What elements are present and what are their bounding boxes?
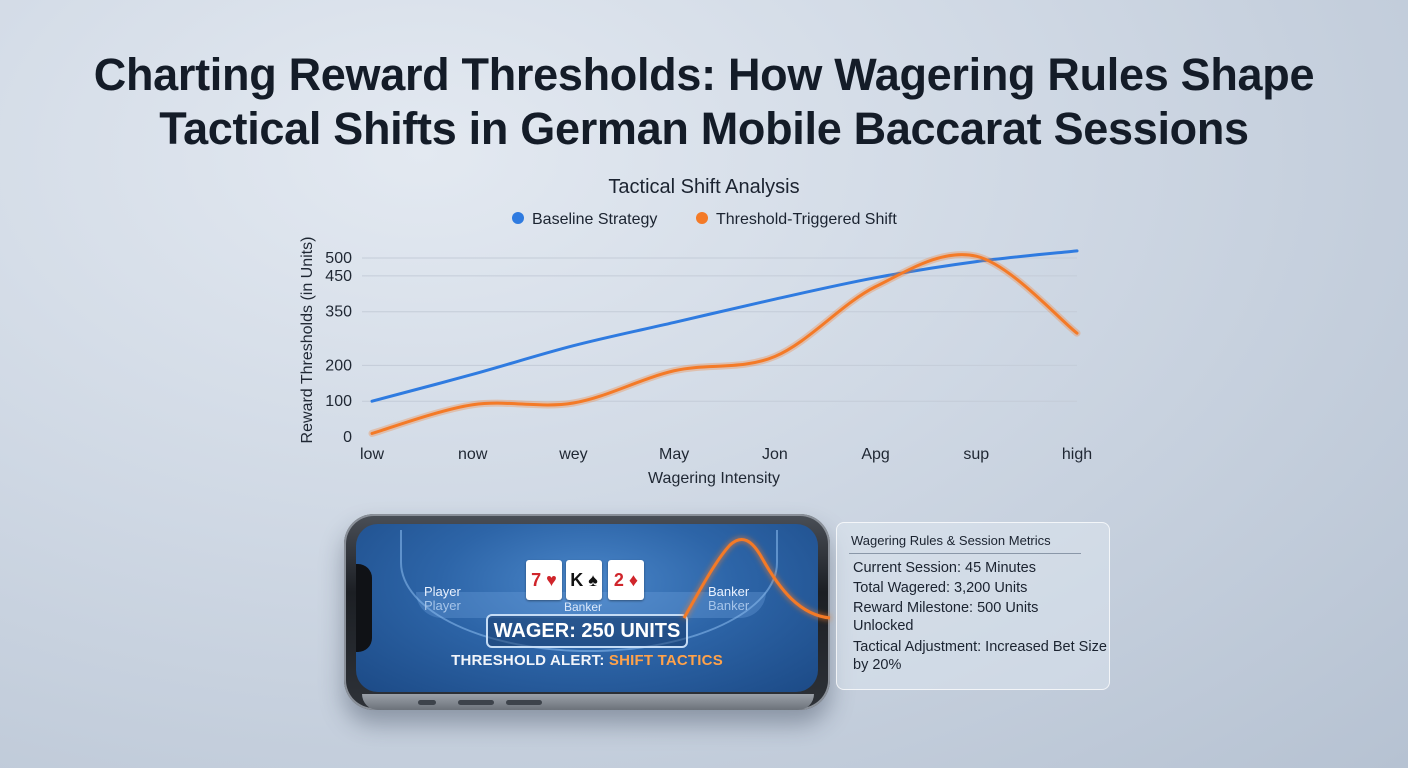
phone-screen: 7 ♥ K ♠ 2 ♦ Player Player Banker Banker … [356, 524, 818, 692]
player-label-shadow: Player [424, 598, 461, 613]
line-chart: Tactical Shift Analysis Baseline Strateg… [299, 176, 1092, 487]
x-tick-label: wey [558, 446, 587, 463]
chart-title: Tactical Shift Analysis [608, 176, 799, 198]
player-label: Player [424, 584, 461, 599]
phone-edge [362, 694, 814, 710]
x-tick-label: Jon [762, 446, 788, 463]
chart-legend: Baseline Strategy Threshold-Triggered Shi… [512, 211, 897, 228]
session-metrics-panel: Wagering Rules & Session Metrics Current… [836, 522, 1110, 690]
alert-highlight: SHIFT TACTICS [608, 652, 723, 669]
y-tick-label: 450 [325, 268, 352, 285]
metric-reward-milestone: Reward Milestone: 500 Units Unlocked [853, 600, 1039, 634]
chart-grid [362, 257, 1077, 402]
x-tick-label: May [659, 446, 689, 463]
metrics-divider [849, 553, 1081, 554]
legend-marker [512, 212, 524, 224]
metric-total-wagered: Total Wagered: 3,200 Units [853, 580, 1028, 596]
playing-card: K ♠ [566, 560, 602, 600]
banker-label: Banker [708, 584, 750, 599]
y-tick-label: 200 [325, 357, 352, 374]
playing-card: 7 ♥ [526, 560, 562, 600]
x-tick-label: now [458, 446, 488, 463]
legend-marker [696, 212, 708, 224]
x-tick-label: high [1062, 446, 1092, 463]
y-tick-label: 100 [325, 393, 352, 410]
phone-button [506, 700, 542, 705]
series-line-glow [368, 251, 1081, 437]
playing-card: 2 ♦ [608, 560, 644, 600]
x-tick-label: sup [963, 446, 989, 463]
metric-current-session: Current Session: 45 Minutes [853, 560, 1036, 576]
banker-seat-label: Banker [564, 600, 603, 614]
threshold-alert: THRESHOLD ALERT: SHIFT TACTICS [356, 652, 818, 669]
y-tick-label: 350 [325, 304, 352, 321]
page-title-line-1: Charting Reward Thresholds: How Wagering… [93, 49, 1315, 100]
legend-label: Baseline Strategy [532, 211, 657, 228]
phone-notch [356, 564, 372, 652]
series-line-baseline [370, 249, 1079, 403]
x-axis-label: Wagering Intensity [648, 470, 780, 487]
y-axis-label: Reward Thresholds (in Units) [299, 237, 316, 444]
y-tick-label: 0 [343, 429, 352, 446]
metric-tactical-adjustment: Tactical Adjustment: Increased Bet Size … [853, 639, 1107, 673]
phone-button [458, 700, 494, 705]
legend-label: Threshold-Triggered Shift [716, 211, 897, 228]
x-tick-label: Apg [861, 446, 889, 463]
banker-label-shadow: Banker [708, 598, 750, 613]
alert-prefix: THRESHOLD ALERT: [451, 652, 609, 669]
y-tick-label: 500 [325, 250, 352, 267]
wager-display: WAGER: 250 UNITS [486, 614, 688, 648]
x-tick-label: low [360, 446, 384, 463]
series-line-threshold-shift [370, 253, 1079, 435]
page-title: Charting Reward Thresholds: How Wagering… [40, 48, 1368, 156]
phone-button [418, 700, 436, 705]
metrics-title: Wagering Rules & Session Metrics [851, 533, 1051, 548]
x-axis-ticks: low now wey May Jon Apg sup high [360, 446, 1092, 463]
chart-series [368, 249, 1081, 437]
page-title-line-2: Tactical Shifts in German Mobile Baccara… [159, 103, 1249, 154]
